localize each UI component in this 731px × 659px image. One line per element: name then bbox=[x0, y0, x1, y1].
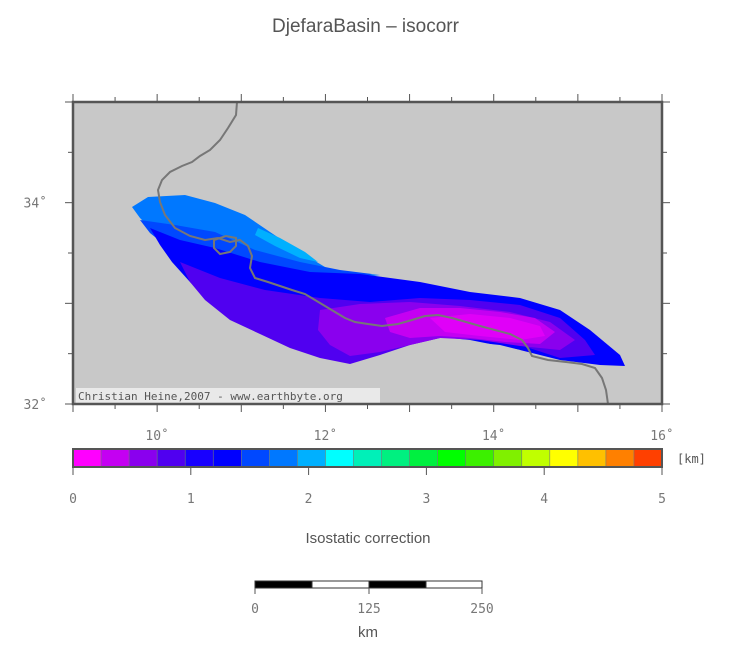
scalebar-seg-3 bbox=[368, 580, 427, 589]
colorbar-cell bbox=[325, 449, 354, 467]
x-tick-labels: 10˚ 12˚ 14˚ 16˚ bbox=[145, 428, 673, 444]
colorbar-cell bbox=[101, 449, 130, 467]
colorbar-tick-label: 4 bbox=[540, 492, 548, 507]
colorbar-label: Isostatic correction bbox=[305, 530, 430, 547]
colorbar-cell bbox=[213, 449, 242, 467]
y-tick-labels: 32˚ 34˚ bbox=[24, 196, 47, 413]
colorbar-cell bbox=[73, 449, 102, 467]
x-tick-label: 10˚ bbox=[145, 428, 168, 444]
zone-light-blue bbox=[132, 195, 380, 282]
x-tick-label: 14˚ bbox=[482, 428, 505, 444]
colorbar-tick-label: 3 bbox=[422, 492, 430, 507]
scalebar-label-0: 0 bbox=[251, 602, 259, 617]
map-panel: Christian Heine,2007 - www.earthbyte.org bbox=[65, 94, 670, 412]
colorbar-tick-label: 5 bbox=[658, 492, 666, 507]
zone-mid-blue bbox=[140, 220, 372, 284]
djerba-island bbox=[213, 234, 237, 256]
colorbar-cell bbox=[185, 449, 214, 467]
colorbar-cell bbox=[409, 449, 439, 467]
colorbar-cell bbox=[633, 449, 663, 467]
colorbar-cell bbox=[129, 449, 158, 467]
coastline bbox=[156, 101, 609, 405]
colorbar-cell bbox=[353, 449, 383, 467]
colorbar-cell bbox=[157, 449, 186, 467]
frame-ticks bbox=[65, 94, 670, 412]
colorbar-cells bbox=[73, 449, 663, 467]
scalebar-seg-4 bbox=[425, 580, 483, 589]
scalebar-label-1: 125 bbox=[357, 602, 380, 617]
x-tick-label: 12˚ bbox=[314, 428, 337, 444]
y-tick-label: 34˚ bbox=[24, 196, 47, 212]
colorbar-tick-label: 0 bbox=[69, 492, 77, 507]
colorbar-cell bbox=[241, 449, 270, 467]
colorbar-tick-label: 1 bbox=[187, 492, 195, 507]
colorbar-cell bbox=[493, 449, 523, 467]
scalebar-seg-2 bbox=[311, 580, 370, 589]
colorbar-cell bbox=[269, 449, 298, 467]
y-tick-label: 32˚ bbox=[24, 397, 47, 413]
scalebar-label-2: 250 bbox=[470, 602, 493, 617]
colorbar-tick-label: 2 bbox=[305, 492, 313, 507]
scalebar-seg-1 bbox=[254, 580, 313, 589]
colorbar: [km] 0 1 2 3 4 5 Isostatic correction bbox=[69, 448, 706, 547]
colorbar-cell bbox=[297, 449, 326, 467]
colorbar-cell bbox=[465, 449, 495, 467]
colorbar-cell bbox=[381, 449, 411, 467]
credit-background bbox=[76, 388, 380, 403]
gulf-gap bbox=[440, 342, 530, 362]
colorbar-cell bbox=[521, 449, 551, 467]
scalebar-unit: km bbox=[358, 624, 378, 641]
colorbar-ticks: 0 1 2 3 4 5 bbox=[69, 467, 666, 507]
zone-cyan-edge bbox=[255, 228, 318, 262]
colorbar-cell bbox=[437, 449, 467, 467]
x-tick-label: 16˚ bbox=[650, 428, 673, 444]
credit-text: Christian Heine,2007 - www.earthbyte.org bbox=[78, 390, 343, 403]
scalebar: 0 125 250 km bbox=[251, 580, 494, 641]
colorbar-unit: [km] bbox=[677, 452, 706, 466]
map-title: DjefaraBasin – isocorr bbox=[272, 16, 459, 37]
colorbar-cell bbox=[577, 449, 607, 467]
colorbar-frame bbox=[72, 448, 663, 468]
colorbar-cell bbox=[549, 449, 579, 467]
colorbar-cell bbox=[605, 449, 635, 467]
